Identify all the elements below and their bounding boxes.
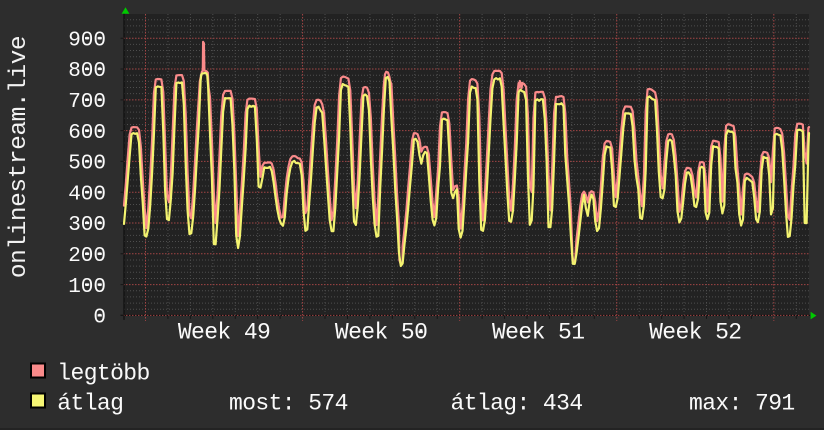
svg-text:onlinestream.live: onlinestream.live [6, 36, 33, 278]
svg-text:700: 700 [68, 91, 106, 114]
svg-text:400: 400 [68, 183, 106, 206]
svg-text:500: 500 [68, 153, 106, 176]
svg-text:200: 200 [68, 245, 106, 268]
svg-text:Week 51: Week 51 [492, 319, 584, 345]
svg-text:Week 49: Week 49 [178, 319, 270, 345]
svg-text:300: 300 [68, 214, 106, 237]
svg-text:600: 600 [68, 122, 106, 145]
svg-text:0: 0 [93, 307, 106, 330]
svg-text:átlag: 434: átlag: 434 [451, 391, 583, 417]
svg-text:100: 100 [68, 276, 106, 299]
svg-text:átlag: átlag [57, 391, 123, 417]
svg-text:max: 791: max: 791 [689, 391, 795, 417]
svg-text:800: 800 [68, 60, 106, 83]
svg-text:900: 900 [68, 29, 106, 52]
svg-text:Week 50: Week 50 [335, 319, 427, 345]
svg-text:Week 52: Week 52 [649, 319, 741, 345]
svg-text:most: 574: most: 574 [229, 391, 348, 417]
svg-text:legtöbb: legtöbb [57, 361, 149, 387]
